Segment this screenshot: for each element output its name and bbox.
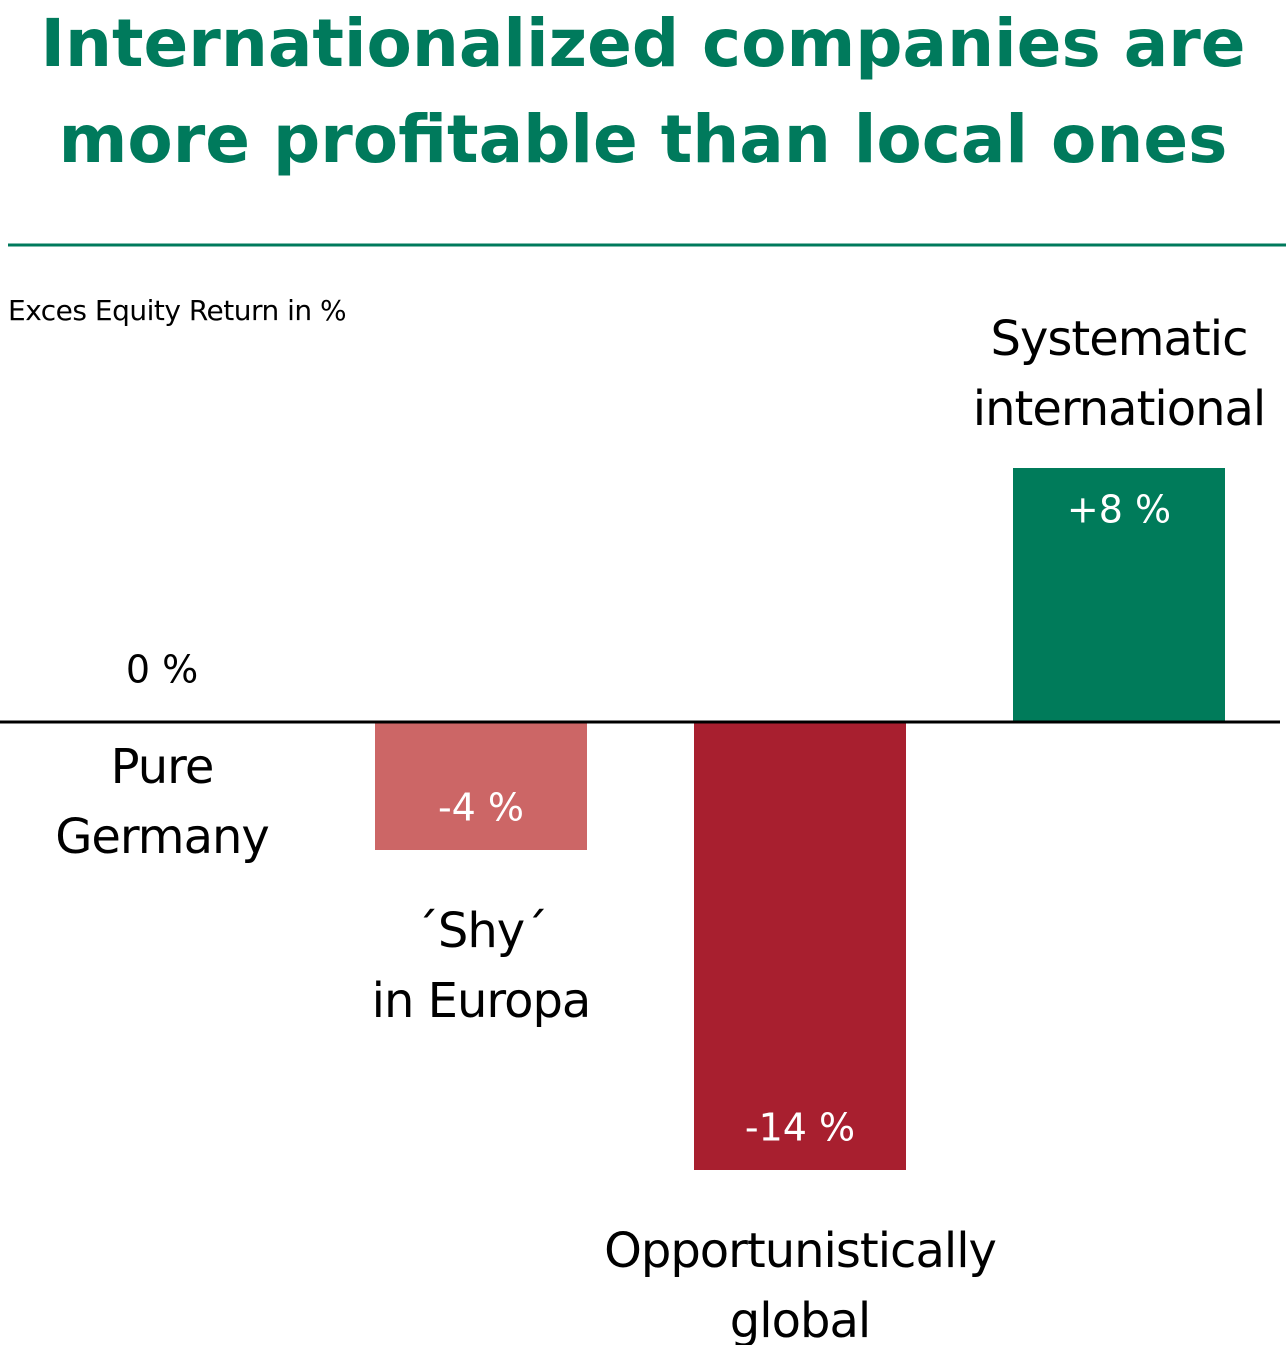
bar <box>1013 468 1225 722</box>
category-label: Opportunistically global <box>604 1223 996 1345</box>
category-label: Systematic international <box>973 311 1266 437</box>
value-label: +8 % <box>1067 488 1171 532</box>
value-label: -4 % <box>438 786 524 830</box>
bar <box>375 722 587 850</box>
chart-title: Internationalized companies are more prof… <box>40 5 1245 178</box>
category-label: Pure Germany <box>55 739 269 865</box>
bar <box>694 722 906 1170</box>
value-label: 0 % <box>126 648 198 692</box>
category-label: ´Shy´ in Europa <box>372 903 591 1029</box>
y-axis-label: Exces Equity Return in % <box>8 294 346 327</box>
value-label: -14 % <box>745 1106 855 1150</box>
